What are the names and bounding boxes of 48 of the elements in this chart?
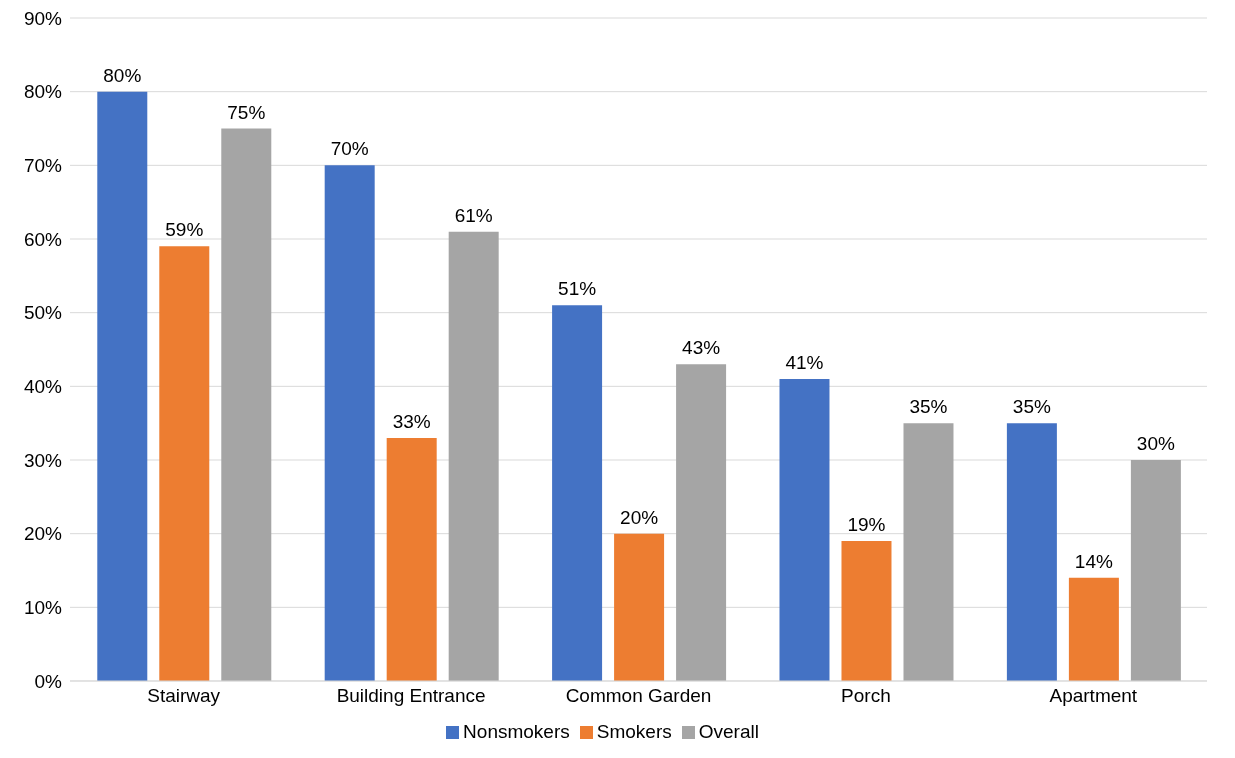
data-label: 75% xyxy=(227,101,266,123)
bar xyxy=(552,305,603,681)
bar xyxy=(324,165,375,681)
bar xyxy=(841,541,892,681)
y-tick-label: 80% xyxy=(23,81,63,103)
y-tick-label: 70% xyxy=(23,155,63,177)
bar xyxy=(1006,423,1057,681)
data-label: 59% xyxy=(165,219,204,241)
data-label: 80% xyxy=(103,64,142,86)
y-tick-label: 20% xyxy=(23,523,63,545)
bar xyxy=(159,246,210,681)
data-label: 30% xyxy=(1136,433,1176,454)
x-tick-label: Building Entrance xyxy=(336,685,486,707)
data-label: 19% xyxy=(847,514,886,536)
bar xyxy=(448,231,499,681)
bar xyxy=(221,128,272,681)
legend-label: Overall xyxy=(698,721,759,742)
y-tick-label: 0% xyxy=(34,670,63,692)
data-label: 35% xyxy=(1012,396,1052,418)
data-label: 20% xyxy=(620,506,659,528)
y-tick-label: 40% xyxy=(23,376,63,398)
y-tick-label: 90% xyxy=(23,7,63,29)
y-tick-label: 10% xyxy=(23,597,63,619)
y-tick-label: 50% xyxy=(23,302,63,324)
data-label: 51% xyxy=(558,278,597,300)
y-tick-label: 60% xyxy=(23,228,63,250)
bar xyxy=(614,533,665,681)
data-label: 41% xyxy=(785,351,824,373)
x-tick-label: Stairway xyxy=(147,685,221,707)
data-label: 35% xyxy=(909,396,948,418)
data-label: 70% xyxy=(330,138,369,160)
data-label: 43% xyxy=(682,337,721,359)
legend-label: Nonsmokers xyxy=(463,721,570,742)
bar xyxy=(97,91,148,681)
data-label: 33% xyxy=(392,410,431,432)
x-tick-label: Porch xyxy=(841,685,891,707)
x-tick-label: Common Garden xyxy=(565,685,712,707)
bar xyxy=(1068,577,1119,681)
x-tick-label: Apartment xyxy=(1049,685,1138,707)
y-tick-label: 30% xyxy=(23,449,63,471)
data-label: 14% xyxy=(1074,550,1114,572)
bar xyxy=(903,423,954,681)
data-label: 61% xyxy=(454,204,493,226)
bar xyxy=(1130,460,1181,681)
bar xyxy=(386,437,437,681)
bar xyxy=(676,364,727,681)
legend-label: Smokers xyxy=(596,721,672,742)
bar xyxy=(779,378,830,681)
